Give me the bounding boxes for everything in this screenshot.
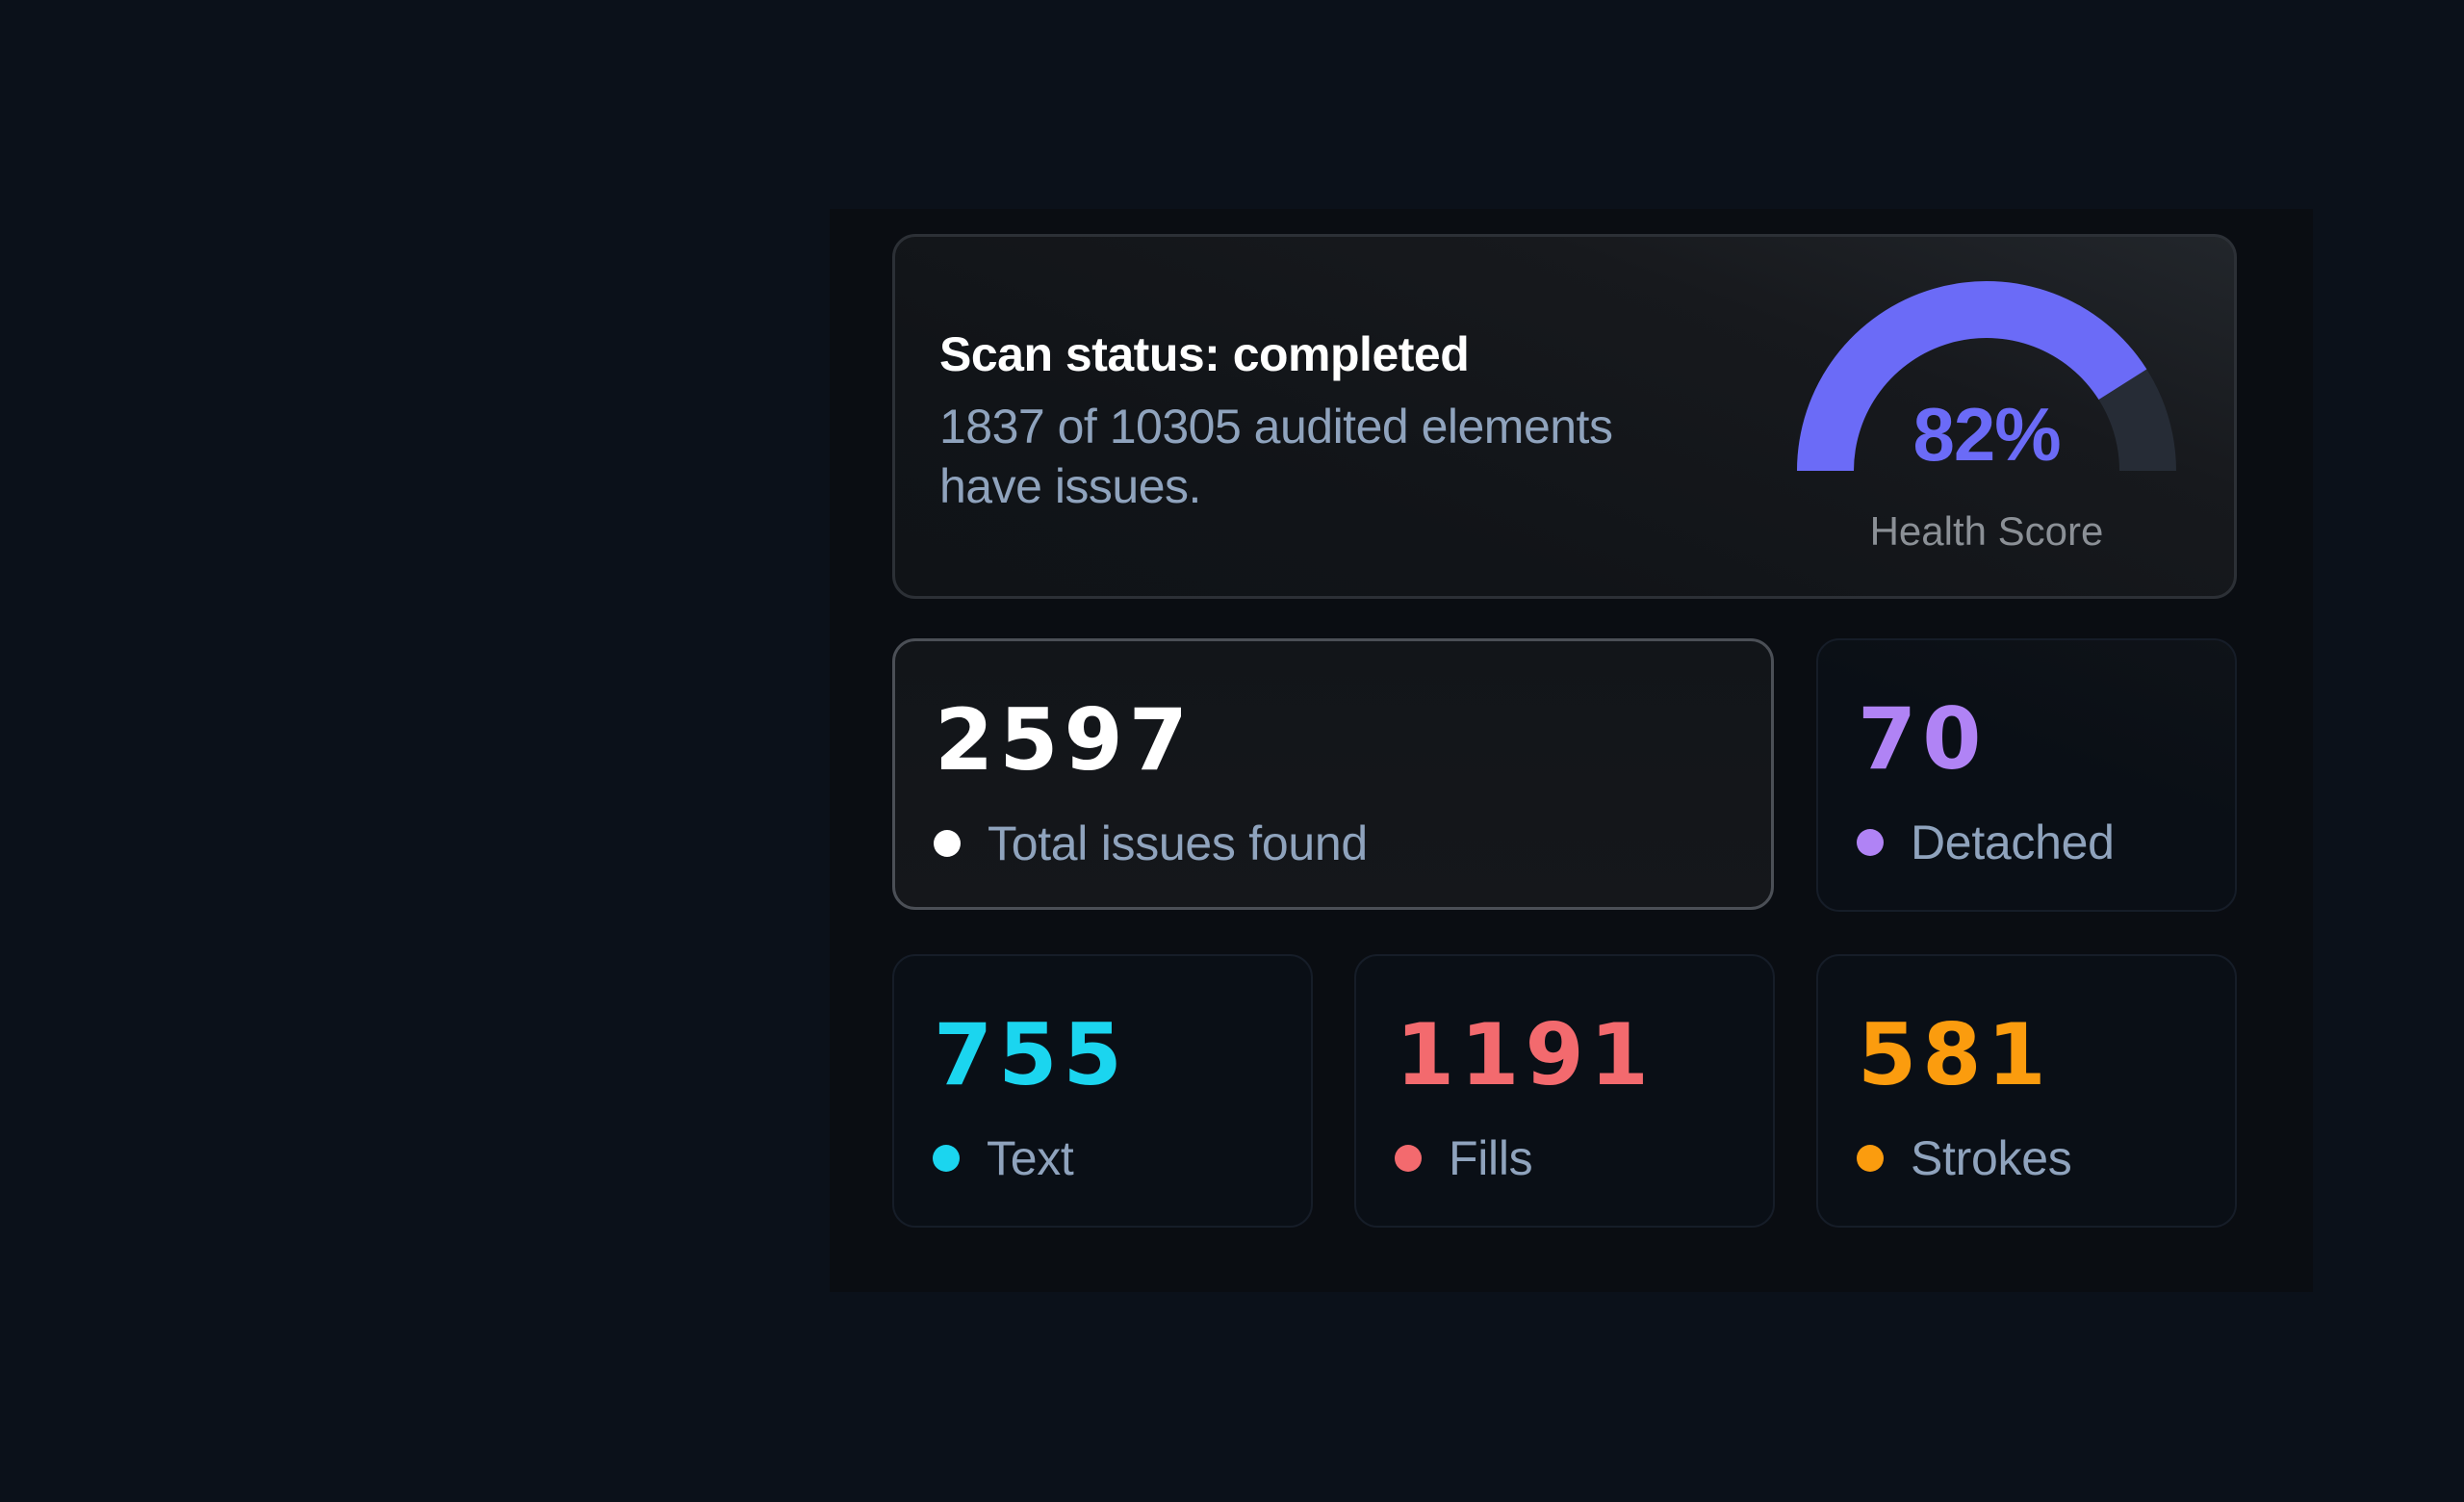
scan-status-title: Scan status: completed xyxy=(939,327,1470,381)
stat-value: 581 xyxy=(1858,1005,2052,1104)
stat-card-strokes[interactable]: 581 Strokes xyxy=(1816,954,2237,1228)
health-score-label: Health Score xyxy=(1869,508,2104,554)
stat-legend: Strokes xyxy=(1857,1129,2072,1187)
stat-value: 70 xyxy=(1858,689,1988,789)
scan-summary-panel: Scan status: completed 1837 of 10305 aud… xyxy=(830,209,2313,1292)
stat-label: Fills xyxy=(1449,1131,1533,1185)
legend-dot-icon xyxy=(1857,829,1884,856)
stat-label: Strokes xyxy=(1911,1131,2072,1185)
stat-value: 1191 xyxy=(1396,1005,1655,1104)
stat-legend: Total issues found xyxy=(934,815,1368,872)
stat-value: 2597 xyxy=(935,690,1194,790)
stat-label: Total issues found xyxy=(988,816,1368,870)
stat-legend: Fills xyxy=(1395,1129,1533,1187)
stat-label: Text xyxy=(987,1131,1074,1185)
stat-value: 755 xyxy=(934,1005,1128,1104)
stat-legend: Text xyxy=(933,1129,1074,1187)
stat-label: Detached xyxy=(1911,816,2115,869)
legend-dot-icon xyxy=(933,1145,960,1172)
health-score-gauge-icon xyxy=(1797,281,2176,471)
health-score-value: 82% xyxy=(1912,392,2061,477)
legend-dot-icon xyxy=(1395,1145,1422,1172)
gauge-fill xyxy=(1797,281,2147,471)
legend-dot-icon xyxy=(934,830,961,857)
legend-dot-icon xyxy=(1857,1145,1884,1172)
scan-status-description: 1837 of 10305 audited elements have issu… xyxy=(939,400,1613,513)
stat-card-text[interactable]: 755 Text xyxy=(892,954,1313,1228)
scan-status-card: Scan status: completed 1837 of 10305 aud… xyxy=(892,234,2237,599)
stat-card-total-issues[interactable]: 2597 Total issues found xyxy=(892,638,1774,910)
stat-card-detached[interactable]: 70 Detached xyxy=(1816,638,2237,912)
stat-legend: Detached xyxy=(1857,814,2115,871)
stat-card-fills[interactable]: 1191 Fills xyxy=(1354,954,1775,1228)
